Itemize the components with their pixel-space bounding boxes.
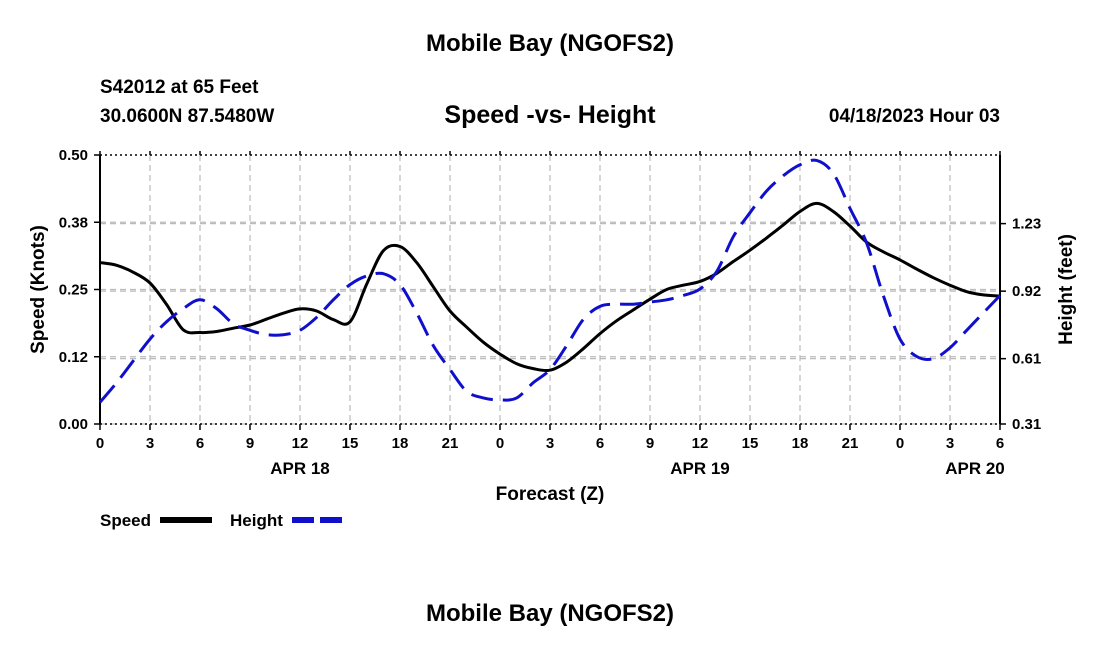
bottom-title: Mobile Bay (NGOFS2): [425, 600, 675, 627]
x-tick-label: 3: [146, 435, 154, 452]
station-coordinates: 30.0600N 87.5480W: [100, 106, 275, 127]
x-tick-label: 9: [246, 435, 254, 452]
y-tick-label: 0.12: [59, 349, 88, 366]
height-series-line: [98, 158, 1002, 404]
y2-tick-label: 1.23: [1012, 216, 1041, 233]
x-tick-label: 18: [792, 435, 809, 452]
x-tick-label: 0: [896, 435, 904, 452]
y-tick-label: 0.00: [59, 416, 88, 433]
speed-series-line: [99, 201, 1001, 373]
y2-tick-label: 0.92: [1012, 283, 1041, 300]
x-axis-title: Forecast (Z): [496, 484, 605, 505]
station-label: S42012 at 65 Feet: [100, 77, 259, 98]
y-tick-label: 0.38: [59, 214, 88, 231]
legend-label-height: Height: [230, 511, 283, 530]
x-tick-label: 21: [842, 435, 859, 452]
date-label: APR 19: [670, 459, 730, 478]
forecast-datetime: 04/18/2023 Hour 03: [828, 106, 1000, 127]
x-tick-label: 6: [196, 435, 204, 452]
x-tick-label: 3: [946, 435, 954, 452]
x-tick-label: 12: [692, 435, 709, 452]
x-tick-label: 15: [742, 435, 759, 452]
x-tick-label: 0: [496, 435, 504, 452]
x-tick-label: 18: [392, 435, 409, 452]
y2-axis-title: Height (feet): [1056, 234, 1077, 345]
x-tick-label: 12: [292, 435, 309, 452]
x-tick-label: 15: [342, 435, 359, 452]
main-title: Mobile Bay (NGOFS2): [425, 30, 675, 57]
x-tick-label: 0: [96, 435, 104, 452]
legend-label-speed: Speed: [100, 511, 151, 530]
y-axis-title: Speed (Knots): [28, 225, 49, 354]
x-tick-label: 3: [546, 435, 554, 452]
x-tick-label: 21: [442, 435, 459, 452]
chart-subtitle: Speed -vs- Height: [444, 101, 656, 129]
x-tick-label: 6: [996, 435, 1004, 452]
y2-tick-label: 0.61: [1012, 351, 1041, 368]
date-label: APR 18: [270, 459, 330, 478]
y2-tick-label: 0.31: [1012, 416, 1041, 433]
y-tick-label: 0.50: [59, 147, 88, 164]
x-tick-label: 6: [596, 435, 604, 452]
y-tick-label: 0.25: [59, 282, 88, 299]
x-tick-label: 9: [646, 435, 654, 452]
date-label: APR 20: [945, 459, 1005, 478]
